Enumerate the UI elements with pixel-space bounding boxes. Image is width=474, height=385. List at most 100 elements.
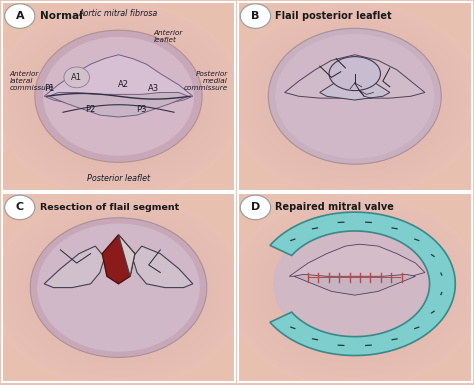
Ellipse shape xyxy=(110,94,127,107)
Ellipse shape xyxy=(37,38,200,162)
Ellipse shape xyxy=(286,239,423,344)
Ellipse shape xyxy=(291,242,419,340)
Ellipse shape xyxy=(76,259,161,324)
Ellipse shape xyxy=(350,97,359,103)
Polygon shape xyxy=(289,244,425,278)
Ellipse shape xyxy=(63,57,174,142)
Ellipse shape xyxy=(278,41,432,159)
Ellipse shape xyxy=(101,278,136,305)
Text: Flail posterior leaflet: Flail posterior leaflet xyxy=(275,11,392,21)
Ellipse shape xyxy=(93,80,144,120)
Ellipse shape xyxy=(312,67,398,133)
Ellipse shape xyxy=(35,30,202,162)
Ellipse shape xyxy=(244,206,466,377)
Ellipse shape xyxy=(239,203,471,380)
Ellipse shape xyxy=(333,84,376,116)
Ellipse shape xyxy=(230,196,474,385)
Ellipse shape xyxy=(37,229,200,353)
Ellipse shape xyxy=(84,74,153,126)
Polygon shape xyxy=(44,55,193,104)
Ellipse shape xyxy=(303,61,406,139)
Ellipse shape xyxy=(29,31,208,169)
Text: B: B xyxy=(251,11,260,21)
Ellipse shape xyxy=(273,38,436,162)
Ellipse shape xyxy=(325,268,385,314)
Text: Posterior leaflet: Posterior leaflet xyxy=(87,174,150,183)
Ellipse shape xyxy=(80,70,157,129)
Ellipse shape xyxy=(8,206,229,377)
Polygon shape xyxy=(294,275,416,295)
Ellipse shape xyxy=(320,265,389,318)
Circle shape xyxy=(5,195,35,220)
Ellipse shape xyxy=(20,25,217,175)
Ellipse shape xyxy=(226,2,474,198)
Ellipse shape xyxy=(80,262,157,321)
Ellipse shape xyxy=(235,8,474,192)
Text: C: C xyxy=(16,203,24,213)
Circle shape xyxy=(5,4,35,28)
Ellipse shape xyxy=(299,249,410,334)
Ellipse shape xyxy=(256,216,453,367)
Ellipse shape xyxy=(42,41,195,159)
Ellipse shape xyxy=(308,255,402,327)
Ellipse shape xyxy=(312,259,398,324)
Ellipse shape xyxy=(337,278,372,305)
Ellipse shape xyxy=(42,233,195,350)
Ellipse shape xyxy=(0,200,238,383)
Ellipse shape xyxy=(273,229,436,353)
Ellipse shape xyxy=(316,70,393,129)
Text: Anterior
lateral
commissure: Anterior lateral commissure xyxy=(9,71,54,91)
Ellipse shape xyxy=(261,28,449,172)
Ellipse shape xyxy=(101,87,136,113)
Ellipse shape xyxy=(114,97,123,103)
Text: D: D xyxy=(251,203,260,213)
Ellipse shape xyxy=(278,233,432,350)
Polygon shape xyxy=(270,212,455,355)
Circle shape xyxy=(240,4,271,28)
Ellipse shape xyxy=(46,236,191,347)
Ellipse shape xyxy=(46,44,191,156)
Ellipse shape xyxy=(265,31,445,169)
Ellipse shape xyxy=(106,281,131,301)
Ellipse shape xyxy=(55,242,182,340)
Polygon shape xyxy=(320,74,390,100)
Ellipse shape xyxy=(67,61,170,139)
Ellipse shape xyxy=(342,90,368,110)
Ellipse shape xyxy=(50,239,187,344)
Text: Aortic mitral fibrosa: Aortic mitral fibrosa xyxy=(79,10,158,18)
Ellipse shape xyxy=(320,74,389,126)
Ellipse shape xyxy=(0,5,242,195)
Ellipse shape xyxy=(244,15,466,185)
Ellipse shape xyxy=(3,203,234,380)
Ellipse shape xyxy=(89,77,148,123)
Text: Resection of flail segment: Resection of flail segment xyxy=(39,203,179,212)
Ellipse shape xyxy=(329,57,381,90)
Text: A1: A1 xyxy=(71,73,82,82)
Ellipse shape xyxy=(20,216,217,367)
Ellipse shape xyxy=(252,22,457,179)
Ellipse shape xyxy=(268,28,441,164)
Ellipse shape xyxy=(43,37,194,156)
Ellipse shape xyxy=(269,226,440,357)
Ellipse shape xyxy=(299,57,410,142)
Text: Repaired mitral valve: Repaired mitral valve xyxy=(275,203,394,213)
Ellipse shape xyxy=(84,265,153,318)
Ellipse shape xyxy=(12,209,225,373)
Ellipse shape xyxy=(12,18,225,182)
Ellipse shape xyxy=(72,64,165,136)
Ellipse shape xyxy=(248,18,462,182)
Ellipse shape xyxy=(265,223,445,360)
Ellipse shape xyxy=(329,80,381,120)
Ellipse shape xyxy=(261,219,449,363)
Ellipse shape xyxy=(350,288,359,295)
Ellipse shape xyxy=(0,193,246,385)
Ellipse shape xyxy=(76,67,161,133)
Text: A3: A3 xyxy=(148,84,159,93)
Ellipse shape xyxy=(303,252,406,331)
Ellipse shape xyxy=(248,209,462,373)
Polygon shape xyxy=(44,246,105,288)
Text: A2: A2 xyxy=(118,80,128,89)
Text: P3: P3 xyxy=(137,105,147,114)
Text: P1: P1 xyxy=(44,84,54,93)
Ellipse shape xyxy=(308,64,402,136)
